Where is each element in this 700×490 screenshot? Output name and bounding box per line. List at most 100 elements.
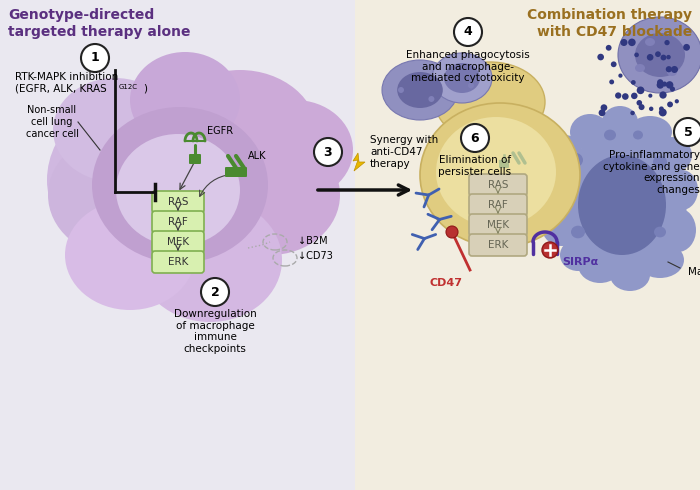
Ellipse shape [398,87,404,93]
Text: ERK: ERK [168,257,188,267]
FancyBboxPatch shape [499,160,509,168]
Circle shape [631,80,636,85]
Ellipse shape [428,96,435,102]
Ellipse shape [570,114,610,150]
Circle shape [81,44,109,72]
Ellipse shape [610,259,650,291]
Circle shape [667,101,673,107]
Circle shape [659,91,666,98]
Ellipse shape [618,17,700,93]
Ellipse shape [130,52,240,148]
Ellipse shape [200,135,340,255]
Text: EGFR: EGFR [207,126,233,136]
Text: MEK: MEK [487,220,509,230]
Ellipse shape [602,106,638,138]
Ellipse shape [654,226,666,237]
Circle shape [631,93,638,99]
Text: RAS: RAS [488,180,508,190]
Ellipse shape [547,135,583,175]
FancyBboxPatch shape [152,231,204,253]
Ellipse shape [578,247,622,283]
Ellipse shape [604,129,616,141]
Text: RAF: RAF [168,217,188,227]
Circle shape [622,93,629,100]
FancyBboxPatch shape [152,211,204,233]
Ellipse shape [578,155,666,255]
Ellipse shape [382,60,458,120]
Circle shape [636,100,642,106]
Text: 1: 1 [90,51,99,65]
Circle shape [620,39,627,46]
Circle shape [597,54,604,60]
Text: RAS: RAS [168,197,188,207]
Ellipse shape [116,134,240,246]
Ellipse shape [436,117,556,227]
Circle shape [662,81,667,87]
Circle shape [628,39,636,46]
Circle shape [666,66,672,73]
Text: SIRPα: SIRPα [562,257,598,267]
Circle shape [659,108,666,117]
FancyBboxPatch shape [469,194,527,216]
Ellipse shape [645,38,655,46]
Circle shape [609,79,614,84]
Ellipse shape [653,156,667,168]
Text: (EGFR, ALK, KRAS: (EGFR, ALK, KRAS [15,84,106,94]
Circle shape [630,111,635,115]
Circle shape [661,54,666,60]
Ellipse shape [420,103,580,247]
Circle shape [637,86,645,94]
Text: 3: 3 [323,146,332,158]
Text: G12C: G12C [119,84,138,90]
Circle shape [666,55,671,59]
Text: ↓B2M: ↓B2M [298,236,328,246]
Circle shape [446,226,458,238]
Circle shape [598,109,606,116]
Ellipse shape [635,33,685,77]
Text: CD47: CD47 [430,278,463,288]
Ellipse shape [432,53,492,103]
Circle shape [454,18,482,46]
Circle shape [664,40,670,45]
Circle shape [675,99,679,103]
Ellipse shape [660,208,696,252]
Bar [355,0,700,490]
FancyBboxPatch shape [189,154,201,164]
FancyBboxPatch shape [225,167,247,177]
Circle shape [606,45,612,50]
Text: Genotype-directed
targeted therapy alone: Genotype-directed targeted therapy alone [8,8,190,39]
Ellipse shape [92,107,268,263]
Circle shape [655,51,661,57]
Ellipse shape [48,133,192,257]
Circle shape [461,124,489,152]
Ellipse shape [435,62,545,142]
Ellipse shape [444,63,480,93]
Ellipse shape [571,226,585,238]
Text: Macrophage: Macrophage [688,267,700,277]
Ellipse shape [468,82,474,89]
Circle shape [638,104,645,110]
Text: Non-small
cell lung
cancer cell: Non-small cell lung cancer cell [25,105,78,139]
Ellipse shape [47,85,283,275]
FancyBboxPatch shape [469,234,527,256]
Text: Pro-inflammatory
cytokine and gene
expression
changes: Pro-inflammatory cytokine and gene expre… [603,150,700,195]
Text: MEK: MEK [167,237,189,247]
Text: Combination therapy
with CD47 blockade: Combination therapy with CD47 blockade [527,8,692,39]
FancyBboxPatch shape [469,174,527,196]
Circle shape [666,81,673,89]
Circle shape [683,44,690,50]
Circle shape [542,242,558,258]
Ellipse shape [666,170,698,210]
Ellipse shape [444,75,450,81]
Ellipse shape [542,172,574,208]
Text: RAF: RAF [488,200,508,210]
Circle shape [657,79,664,85]
Ellipse shape [397,72,443,108]
Ellipse shape [542,210,582,246]
Ellipse shape [563,128,687,272]
Text: ↓CD73: ↓CD73 [298,251,333,261]
Text: Downregulation
of macrophage
immune
checkpoints: Downregulation of macrophage immune chec… [174,309,256,354]
FancyBboxPatch shape [469,214,527,236]
Circle shape [601,104,608,111]
Text: Elimination of
persister cells: Elimination of persister cells [438,155,512,176]
